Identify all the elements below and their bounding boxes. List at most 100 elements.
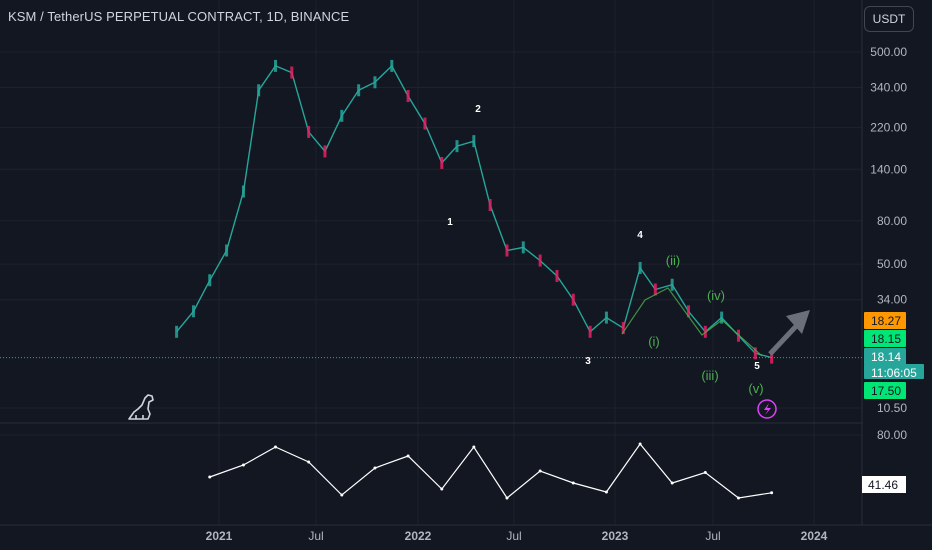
x-tick-label: Jul — [308, 529, 323, 543]
price-point-candle — [406, 90, 410, 103]
price-point-candle — [653, 283, 657, 296]
oscillator-point — [571, 481, 575, 485]
price-label-bg — [864, 382, 906, 399]
price-point-candle — [686, 305, 690, 318]
price-point-candle — [571, 293, 575, 306]
osc-value-label: 41.46 — [868, 478, 898, 492]
oscillator-point — [340, 493, 344, 497]
lightning-bolt — [764, 403, 771, 415]
price-point-candle — [241, 185, 245, 198]
wave-label: 5 — [754, 361, 760, 372]
price-label: 18.15 — [871, 332, 901, 346]
oscillator-point — [307, 460, 311, 464]
price-point-candle — [307, 125, 311, 138]
x-tick-label: 2022 — [405, 529, 432, 543]
oscillator-point — [638, 442, 642, 446]
price-label-bg — [864, 330, 906, 347]
y-tick-label: 500.00 — [870, 45, 907, 59]
wave-label: 3 — [585, 356, 591, 367]
price-point-candle — [588, 325, 592, 338]
y-tick-label: 340.00 — [870, 81, 907, 95]
projection-arrow-shaft — [768, 320, 802, 356]
x-tick-label: 2021 — [206, 529, 233, 543]
projection-arrow-icon — [786, 310, 810, 334]
y-tick-label: 140.00 — [870, 162, 907, 176]
price-point-candle — [340, 109, 344, 122]
price-point-candle — [208, 274, 212, 287]
price-point-candle — [555, 269, 559, 282]
x-tick-label: Jul — [705, 529, 720, 543]
price-point-candle — [472, 135, 476, 148]
price-label: 18.14 — [871, 350, 901, 364]
oscillator-point — [703, 471, 707, 474]
price-point-candle — [538, 254, 542, 267]
oscillator-point — [670, 481, 674, 485]
y-tick-label: 50.00 — [877, 257, 907, 271]
price-point-candle — [423, 117, 427, 130]
wave-label: (iv) — [707, 288, 725, 303]
price-point-candle — [390, 59, 394, 72]
price-series-line — [176, 64, 772, 359]
wave-label: (ii) — [666, 253, 680, 268]
oscillator-point — [736, 496, 740, 500]
oscillator-point — [241, 463, 245, 467]
price-point-candle — [604, 311, 608, 324]
price-point-candle — [505, 244, 509, 257]
y-tick-label: 220.00 — [870, 121, 907, 135]
price-point-candle — [440, 156, 444, 169]
price-label: 17.50 — [871, 384, 901, 398]
countdown-label: 11:06:05 — [871, 366, 917, 380]
lightning-alert-icon — [757, 399, 777, 419]
price-point-candle — [274, 59, 278, 72]
price-point-candle — [670, 278, 674, 291]
price-label: 18.27 — [871, 314, 901, 328]
price-point-candle — [323, 145, 327, 158]
oscillator-point — [472, 445, 476, 449]
price-point-candle — [455, 140, 459, 153]
price-point-candle — [621, 322, 625, 335]
x-tick-label: 2024 — [801, 529, 828, 543]
y-tick-label: 10.50 — [877, 401, 907, 415]
y-tick-label: 80.00 — [877, 214, 907, 228]
price-point-candle — [257, 84, 261, 97]
price-label-bg — [864, 348, 906, 365]
oscillator-point — [770, 491, 774, 495]
oscillator-point — [440, 487, 444, 491]
tradingview-dino-icon[interactable] — [126, 392, 160, 422]
oscillator-point — [604, 490, 608, 494]
price-point-candle — [373, 76, 377, 89]
oscillator-point — [406, 454, 410, 458]
wave-label: 2 — [475, 104, 481, 115]
oscillator-point — [505, 496, 509, 500]
price-point-candle — [488, 199, 492, 212]
oscillator-point — [208, 475, 212, 479]
price-label-bg — [864, 312, 906, 329]
wave-label: (iii) — [701, 368, 718, 383]
price-point-candle — [736, 329, 740, 342]
price-point-candle — [225, 244, 229, 257]
price-point-candle — [357, 84, 361, 97]
price-point-candle — [175, 325, 179, 338]
oscillator-line — [209, 443, 772, 499]
oscillator-point — [274, 445, 278, 449]
price-point-candle — [290, 66, 294, 79]
osc-value-label-bg — [862, 476, 906, 493]
wave-label: (v) — [748, 381, 763, 396]
currency-button[interactable]: USDT — [864, 6, 914, 32]
oscillator-point — [373, 466, 377, 470]
price-point-candle — [753, 347, 757, 360]
oscillator-point — [538, 469, 542, 473]
price-point-candle — [638, 261, 642, 274]
price-point-candle — [521, 241, 525, 254]
wave-label: 1 — [447, 217, 453, 228]
wave-label: 4 — [637, 230, 643, 241]
price-point-candle — [720, 311, 724, 324]
osc-y-tick-label: 80.00 — [877, 428, 907, 442]
subwave-path — [621, 287, 763, 357]
x-tick-label: Jul — [506, 529, 521, 543]
countdown-label-bg — [864, 364, 924, 379]
x-tick-label: 2023 — [602, 529, 629, 543]
chart-title: KSM / TetherUS PERPETUAL CONTRACT, 1D, B… — [8, 9, 350, 24]
wave-label: (i) — [648, 334, 660, 349]
